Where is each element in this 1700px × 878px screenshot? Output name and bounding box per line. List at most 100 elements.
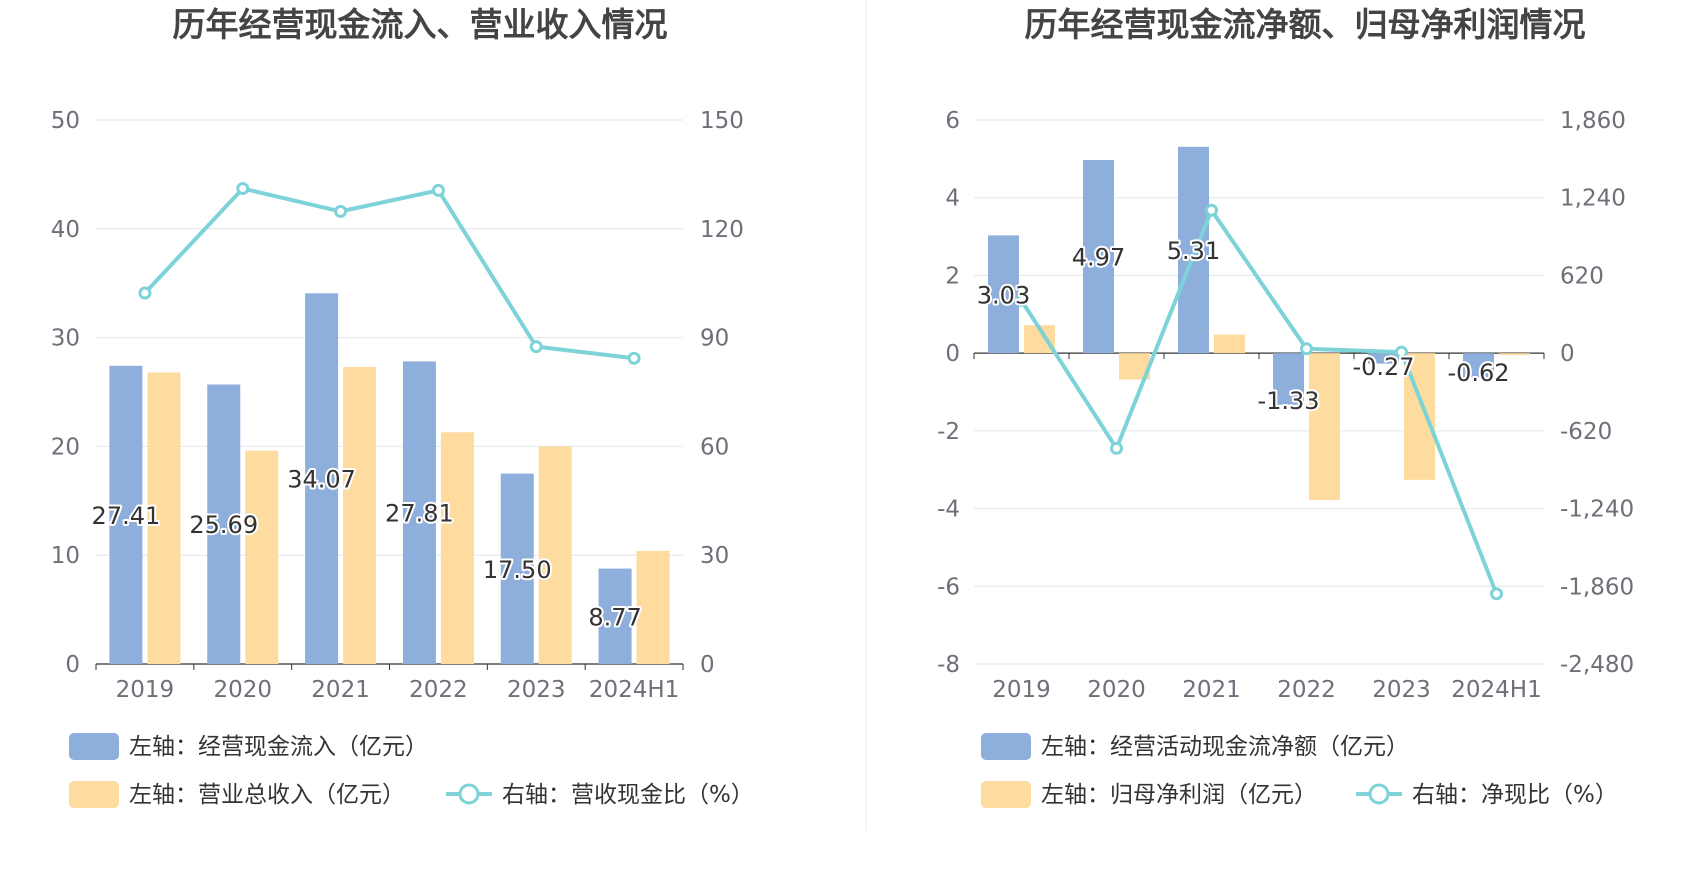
line-point	[1395, 345, 1408, 359]
category-label: 2024H1	[589, 677, 679, 703]
bar-primary	[402, 361, 436, 664]
bar-primary	[598, 568, 632, 664]
bar-secondary	[245, 450, 279, 664]
left-axis-tick-label: 0	[65, 652, 80, 678]
left-axis-tick-label: 0	[945, 341, 960, 367]
bar-data-label: 27.41	[92, 502, 161, 530]
line-point	[529, 340, 543, 354]
line-point	[1205, 203, 1218, 217]
bar-data-label: 8.77	[588, 603, 641, 631]
line-point	[1015, 293, 1028, 307]
bar-primary	[988, 235, 1019, 354]
bar-data-label: -0.62	[1447, 359, 1509, 387]
left-axis-tick-label: 20	[51, 434, 80, 460]
legend-swatch	[69, 733, 119, 760]
bar-data-label: 4.97	[1072, 244, 1125, 272]
bar-data-label: -0.27	[1352, 353, 1414, 381]
legend-line-marker	[458, 783, 480, 805]
category-label: 2019	[992, 677, 1051, 703]
right-axis-tick-label: 1,240	[1560, 186, 1626, 212]
line-point	[236, 182, 250, 196]
legend-swatch	[69, 781, 119, 808]
bar-secondary	[1214, 334, 1245, 354]
line-point	[334, 204, 348, 218]
bar-data-label: 25.69	[189, 511, 258, 539]
left-axis-tick-label: 50	[51, 108, 80, 134]
bar-secondary	[538, 446, 572, 664]
category-label: 2021	[1182, 677, 1241, 703]
legend-label: 左轴：营业总收入（亿元）	[129, 782, 405, 808]
line-series	[1019, 206, 1499, 595]
legend-swatch	[981, 781, 1031, 808]
bar-data-label: 34.07	[287, 466, 356, 494]
line-point	[1490, 587, 1503, 601]
bar-secondary	[636, 550, 670, 664]
bar-primary	[1368, 353, 1399, 364]
right-axis-tick-label: -2,480	[1560, 652, 1634, 678]
category-label: 2023	[507, 677, 566, 703]
legend-label: 左轴：归母净利润（亿元）	[1041, 782, 1317, 808]
right-axis-tick-label: 0	[1560, 341, 1575, 367]
legend-label: 右轴：净现比（%）	[1412, 782, 1618, 808]
line-point	[1110, 441, 1123, 455]
bar-primary	[1273, 353, 1304, 405]
left-axis-tick-label: -6	[937, 574, 960, 600]
category-label: 2023	[1372, 677, 1431, 703]
left-axis-tick-label: 2	[945, 263, 960, 289]
bar-secondary	[440, 432, 474, 664]
bar-data-label: 17.50	[483, 556, 552, 584]
bar-primary	[1463, 353, 1494, 378]
bar-primary	[500, 473, 534, 664]
legend-label: 左轴：经营活动现金流净额（亿元）	[1041, 734, 1409, 760]
left-axis-tick-label: 30	[51, 326, 80, 352]
chart-1: 历年经营现金流入、营业收入情况 0 10 20 30 40 50 0 30 60 90 120 150 2…	[51, 5, 754, 808]
bar-primary	[207, 384, 241, 664]
right-axis-tick-label: 90	[700, 326, 729, 352]
right-axis-tick-label: -620	[1560, 419, 1612, 445]
chart-title: 历年经营现金流净额、归母净利润情况	[1025, 5, 1586, 44]
left-axis-tick-label: 40	[51, 217, 80, 243]
category-label: 2019	[116, 677, 175, 703]
right-axis-tick-label: 120	[700, 217, 744, 243]
line-point	[138, 286, 152, 300]
right-axis-tick-label: 60	[700, 434, 729, 460]
bar-data-label: 5.31	[1167, 237, 1220, 265]
bar-primary	[305, 293, 339, 664]
line-series	[143, 186, 635, 361]
right-axis-tick-label: 30	[700, 543, 729, 569]
right-axis-tick-label: 0	[700, 652, 715, 678]
right-axis-tick-label: 1,860	[1560, 108, 1626, 134]
right-axis-tick-label: 620	[1560, 263, 1604, 289]
left-axis-tick-label: -2	[937, 419, 960, 445]
legend-line-marker	[1368, 783, 1390, 805]
line-point	[627, 351, 641, 365]
bar-secondary	[1499, 353, 1530, 356]
left-axis-tick-label: 6	[945, 108, 960, 134]
bar-data-label: 27.81	[385, 500, 454, 528]
category-label: 2020	[1087, 677, 1146, 703]
category-label: 2020	[213, 677, 272, 703]
right-axis-tick-label: 150	[700, 108, 744, 134]
category-label: 2021	[311, 677, 370, 703]
category-label: 2024H1	[1451, 677, 1541, 703]
left-axis-tick-label: 10	[51, 543, 80, 569]
bar-primary	[109, 365, 143, 664]
right-axis-tick-label: -1,860	[1560, 574, 1634, 600]
bar-secondary	[147, 372, 181, 664]
bar-secondary	[1309, 353, 1340, 501]
category-label: 2022	[1277, 677, 1336, 703]
chart-2: 历年经营现金流净额、归母净利润情况 -8 -6 -4 -2 0 2 4 6 -2,480 -1,86…	[937, 5, 1634, 808]
category-label: 2022	[409, 677, 468, 703]
legend-label: 右轴：营收现金比（%）	[502, 782, 754, 808]
chart-title: 历年经营现金流入、营业收入情况	[173, 5, 668, 44]
line-point	[1300, 342, 1313, 356]
bar-primary	[1083, 160, 1114, 354]
right-axis-tick-label: -1,240	[1560, 497, 1634, 523]
bar-secondary	[343, 366, 377, 664]
left-axis-tick-label: 4	[945, 186, 960, 212]
bar-data-label: 3.03	[977, 281, 1030, 309]
legend-swatch	[981, 733, 1031, 760]
line-point	[431, 183, 445, 197]
